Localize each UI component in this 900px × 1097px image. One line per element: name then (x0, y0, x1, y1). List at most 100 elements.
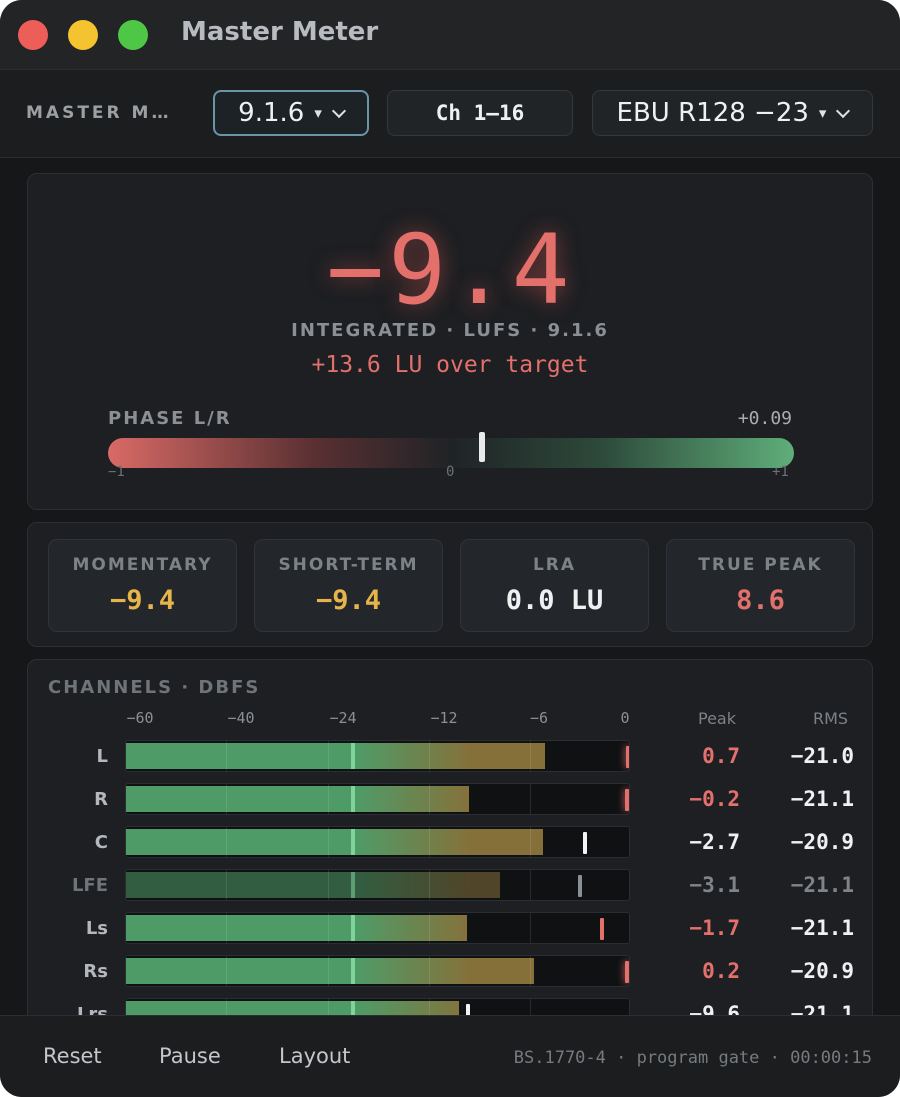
lra-stat: LRA 0.0 LU (460, 539, 649, 632)
integrated-value: −9.4 (326, 214, 574, 326)
meter-average-marker (351, 1001, 355, 1027)
caret-down-icon: ▾ (818, 104, 827, 122)
channel-name: C (94, 832, 108, 853)
meter-peak-marker (578, 875, 582, 897)
channel-meter (125, 869, 630, 901)
meter-gridline (429, 827, 430, 857)
phase-correlation-bar (108, 438, 794, 468)
stat-label: TRUE PEAK (698, 555, 823, 575)
peak-column-header: Peak (698, 709, 736, 728)
channel-peak-value: −1.7 (689, 916, 740, 940)
format-value: 9.1.6 (238, 98, 305, 128)
stats-card: MOMENTARY −9.4 SHORT-TERM −9.4 LRA 0.0 L… (27, 522, 873, 647)
channel-rms-value: −20.9 (790, 959, 854, 983)
integrated-card: −9.4 INTEGRATED · LUFS · 9.1.6 +13.6 LU … (27, 173, 873, 510)
meter-gridline (429, 999, 430, 1029)
scale-label: −60 (126, 709, 154, 727)
meter-gridline (328, 999, 329, 1029)
meter-gridline (530, 741, 531, 771)
channel-meter (125, 955, 630, 987)
channel-row: C −2.7 −20.9 (28, 826, 872, 858)
meter-gridline (226, 999, 227, 1029)
stat-value: 8.6 (736, 585, 785, 616)
channel-meter (125, 826, 630, 858)
channel-name: R (94, 789, 108, 810)
channel-name: L (96, 746, 108, 767)
channel-peak-value: 0.7 (702, 744, 740, 768)
meter-gridline (429, 913, 430, 943)
layout-button[interactable]: Layout (279, 1044, 351, 1068)
scale-label: 0 (620, 709, 630, 727)
meter-average-marker (351, 786, 355, 812)
channel-name: LFE (71, 875, 108, 896)
meter-gridline (530, 956, 531, 986)
chevron-down-icon (331, 103, 346, 118)
channel-rms-value: −20.9 (790, 830, 854, 854)
scale-label: −12 (430, 709, 458, 727)
channel-name: Rs (83, 961, 108, 982)
stat-label: MOMENTARY (72, 555, 213, 575)
stat-label: SHORT-TERM (278, 555, 419, 575)
stat-value: −9.4 (109, 585, 176, 616)
stat-label: LRA (532, 555, 577, 575)
meter-gridline (530, 827, 531, 857)
meter-gridline (429, 784, 430, 814)
phase-tick-zero: 0 (446, 464, 455, 480)
meter-average-marker (351, 915, 355, 941)
meter-gridline (328, 870, 329, 900)
channel-meter (125, 740, 630, 772)
channel-rms-value: −21.1 (790, 787, 854, 811)
meter-level-fill (126, 829, 543, 855)
meter-peak-marker (625, 789, 629, 811)
meter-gridline (226, 956, 227, 986)
rms-column-header: RMS (813, 709, 849, 728)
channel-row: L 0.7 −21.0 (28, 740, 872, 772)
standard-value: EBU R128 −23 (616, 98, 809, 128)
channels-card: CHANNELS · DBFS −60 −40 −24 −12 −6 0 Pea… (27, 659, 873, 1079)
true-peak-stat: TRUE PEAK 8.6 (666, 539, 855, 632)
channel-row: LFE −3.1 −21.1 (28, 869, 872, 901)
close-window-button[interactable] (18, 20, 48, 50)
meter-peak-marker (626, 746, 629, 768)
meter-level-fill (126, 786, 469, 812)
meter-level-fill (126, 743, 545, 769)
meter-gridline (226, 741, 227, 771)
channel-range-value: Ch 1–16 (435, 101, 525, 125)
channel-peak-value: −3.1 (689, 873, 740, 897)
meter-average-marker (351, 743, 355, 769)
maximize-window-button[interactable] (118, 20, 148, 50)
meter-gridline (328, 827, 329, 857)
channels-title: CHANNELS · DBFS (48, 677, 261, 698)
meter-gridline (226, 784, 227, 814)
meter-average-marker (351, 829, 355, 855)
footer-bar: Reset Pause Layout BS.1770-4 · program g… (0, 1015, 900, 1097)
channel-row: Ls −1.7 −21.1 (28, 912, 872, 944)
pause-button[interactable]: Pause (159, 1044, 221, 1068)
window-title: Master Meter (181, 17, 379, 47)
phase-tick-max: +1 (772, 464, 789, 480)
channel-peak-value: −2.7 (689, 830, 740, 854)
channel-rms-value: −21.1 (790, 873, 854, 897)
minimize-window-button[interactable] (68, 20, 98, 50)
meter-gridline (429, 956, 430, 986)
meter-gridline (429, 870, 430, 900)
channel-meter (125, 912, 630, 944)
phase-label: PHASE L/R (108, 408, 232, 429)
meter-level-fill (126, 958, 534, 984)
status-text: BS.1770-4 · program gate · 00:00:15 (513, 1048, 872, 1068)
standard-selector[interactable]: EBU R128 −23 ▾ (592, 90, 873, 136)
caret-down-icon: ▾ (314, 104, 322, 122)
meter-gridline (328, 956, 329, 986)
format-selector[interactable]: 9.1.6 ▾ (213, 90, 369, 136)
channel-row: R −0.2 −21.1 (28, 783, 872, 815)
reset-button[interactable]: Reset (43, 1044, 102, 1068)
stat-value: 0.0 LU (505, 585, 604, 616)
channel-peak-value: 0.2 (702, 959, 740, 983)
phase-tick-min: −1 (108, 464, 125, 480)
momentary-stat: MOMENTARY −9.4 (48, 539, 237, 632)
channel-range-button[interactable]: Ch 1–16 (387, 90, 573, 136)
meter-gridline (530, 870, 531, 900)
meter-gridline (328, 741, 329, 771)
meter-gridline (530, 999, 531, 1029)
